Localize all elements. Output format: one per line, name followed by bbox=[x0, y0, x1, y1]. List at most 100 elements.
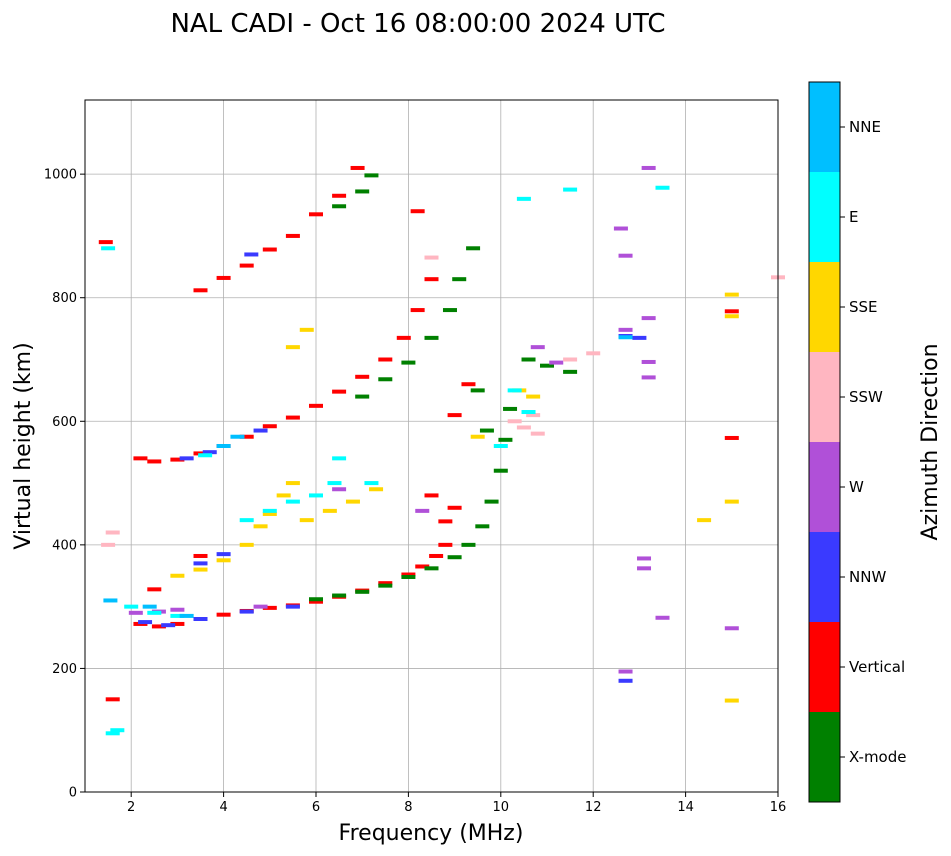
data-point-sse bbox=[724, 314, 739, 319]
data-point-e bbox=[493, 444, 508, 448]
data-point-x-mode bbox=[484, 499, 499, 504]
data-point-vertical bbox=[309, 212, 323, 217]
data-point-ssw bbox=[507, 419, 522, 424]
x-axis-ticks: 2 4 6 8 10 12 14 16 bbox=[127, 792, 786, 815]
data-point-sse bbox=[285, 481, 300, 486]
data-point-x-mode bbox=[401, 574, 416, 579]
data-point-sse bbox=[253, 524, 268, 529]
x-tick-label: 10 bbox=[493, 800, 510, 815]
colorbar-segment bbox=[809, 622, 840, 712]
data-point-e bbox=[110, 728, 125, 733]
data-point-nnw bbox=[216, 552, 231, 557]
data-point-w bbox=[618, 253, 633, 258]
data-point-vertical bbox=[424, 277, 439, 282]
data-point-vertical bbox=[410, 308, 425, 313]
data-point-ssw bbox=[516, 425, 531, 430]
data-point-nnw bbox=[618, 678, 633, 683]
data-point-e bbox=[327, 481, 342, 486]
data-point-sse bbox=[322, 508, 337, 513]
data-point-e bbox=[124, 604, 139, 609]
data-point-vertical bbox=[285, 415, 300, 420]
data-point-nnw bbox=[138, 620, 153, 625]
data-point-vertical bbox=[438, 519, 453, 524]
data-point-ssw bbox=[563, 357, 578, 362]
data-point-ssw bbox=[101, 542, 116, 547]
data-point-e bbox=[521, 410, 536, 415]
data-point-nnw bbox=[244, 252, 259, 257]
data-point-vertical bbox=[309, 599, 323, 604]
data-point-vertical bbox=[429, 553, 444, 558]
data-point-x-mode bbox=[355, 189, 370, 194]
data-point-vertical bbox=[262, 247, 277, 252]
data-point-e bbox=[198, 453, 213, 458]
data-point-x-mode bbox=[424, 566, 439, 571]
data-point-e bbox=[507, 388, 522, 393]
data-point-x-mode bbox=[461, 542, 476, 547]
data-point-vertical bbox=[193, 553, 208, 558]
colorbar: X-mode Vertical NNW W SSW SSE E NNE bbox=[809, 82, 906, 802]
x-tick-label: 14 bbox=[677, 800, 694, 815]
data-point-x-mode bbox=[479, 428, 494, 433]
data-point-sse bbox=[470, 434, 485, 439]
data-point-vertical bbox=[355, 374, 370, 379]
data-point-ssw bbox=[586, 351, 601, 356]
data-point-sse bbox=[262, 511, 277, 516]
data-point-e bbox=[262, 508, 277, 513]
data-point-nne bbox=[618, 335, 633, 340]
data-point-x-mode bbox=[466, 246, 481, 251]
data-point-sse bbox=[724, 499, 739, 504]
data-point-nnw bbox=[202, 450, 217, 455]
y-tick-label: 0 bbox=[69, 786, 77, 801]
data-point-w bbox=[637, 556, 652, 561]
data-point-e bbox=[147, 610, 162, 615]
data-point-e bbox=[309, 493, 323, 498]
x-tick-label: 6 bbox=[312, 800, 320, 815]
data-point-x-mode bbox=[452, 277, 467, 282]
data-points bbox=[98, 165, 785, 736]
data-point-e bbox=[516, 196, 531, 201]
data-point-vertical bbox=[151, 624, 166, 629]
data-point-vertical bbox=[147, 587, 162, 592]
data-point-ssw bbox=[530, 431, 545, 436]
data-point-w bbox=[618, 669, 633, 674]
data-point-vertical bbox=[105, 697, 120, 702]
y-axis-ticks: 0 200 400 600 800 1000 bbox=[44, 168, 85, 801]
data-point-w bbox=[641, 375, 656, 380]
data-point-vertical bbox=[724, 309, 739, 314]
data-point-w bbox=[655, 615, 670, 620]
data-point-e bbox=[364, 481, 379, 486]
data-point-vertical bbox=[309, 403, 323, 408]
colorbar-tick-label: SSE bbox=[849, 298, 878, 316]
data-point-vertical bbox=[216, 612, 231, 617]
data-point-w bbox=[128, 610, 143, 615]
data-point-vertical bbox=[193, 288, 208, 293]
colorbar-label: Azimuth Direction bbox=[918, 343, 943, 540]
data-point-vertical bbox=[461, 382, 476, 387]
data-point-sse bbox=[299, 518, 314, 523]
data-point-vertical bbox=[332, 193, 347, 198]
data-point-sse bbox=[369, 487, 384, 492]
x-axis-label: Frequency (MHz) bbox=[339, 821, 524, 846]
data-point-sse bbox=[345, 499, 360, 504]
data-point-vertical bbox=[332, 389, 347, 394]
data-point-nne bbox=[103, 598, 118, 603]
data-point-e bbox=[170, 613, 185, 618]
data-point-x-mode bbox=[332, 593, 347, 598]
colorbar-tick-label: X-mode bbox=[849, 748, 906, 766]
data-point-sse bbox=[526, 394, 541, 399]
data-point-vertical bbox=[216, 275, 231, 280]
data-point-vertical bbox=[415, 564, 430, 569]
chart-title: NAL CADI - Oct 16 08:00:00 2024 UTC bbox=[170, 9, 665, 39]
data-point-sse bbox=[724, 292, 739, 297]
data-point-x-mode bbox=[378, 583, 393, 588]
data-point-vertical bbox=[447, 505, 462, 510]
data-point-x-mode bbox=[447, 555, 462, 560]
data-point-nnw bbox=[193, 617, 208, 621]
data-point-w bbox=[549, 360, 564, 365]
data-point-vertical bbox=[262, 424, 277, 429]
data-point-w bbox=[530, 345, 545, 350]
x-tick-label: 2 bbox=[127, 800, 135, 815]
colorbar-tick-label: Vertical bbox=[849, 658, 905, 676]
data-point-vertical bbox=[438, 542, 453, 547]
data-point-e bbox=[655, 185, 670, 190]
